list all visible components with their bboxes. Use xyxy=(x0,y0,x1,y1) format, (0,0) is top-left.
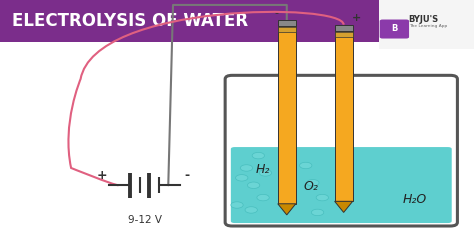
Text: 9-12 V: 9-12 V xyxy=(128,215,162,225)
FancyBboxPatch shape xyxy=(0,0,379,42)
Circle shape xyxy=(311,209,324,216)
Circle shape xyxy=(236,175,248,181)
FancyBboxPatch shape xyxy=(380,20,409,39)
Text: ELECTROLYSIS OF WATER: ELECTROLYSIS OF WATER xyxy=(12,12,248,30)
Text: H₂O: H₂O xyxy=(402,193,427,206)
Bar xyxy=(278,27,296,32)
Text: +: + xyxy=(97,168,107,182)
Polygon shape xyxy=(278,204,296,215)
Circle shape xyxy=(257,194,269,201)
Text: The Learning App: The Learning App xyxy=(409,24,447,28)
Text: O₂: O₂ xyxy=(303,180,318,193)
Circle shape xyxy=(300,162,312,169)
Circle shape xyxy=(240,165,253,171)
Text: BYJU'S: BYJU'S xyxy=(409,15,439,24)
Text: -: - xyxy=(274,9,278,19)
Circle shape xyxy=(316,194,328,201)
Bar xyxy=(278,25,296,204)
Polygon shape xyxy=(335,201,353,212)
Circle shape xyxy=(252,152,264,159)
Circle shape xyxy=(245,207,257,213)
FancyBboxPatch shape xyxy=(231,147,452,223)
Circle shape xyxy=(307,180,319,186)
FancyBboxPatch shape xyxy=(379,0,474,49)
Circle shape xyxy=(247,182,260,188)
Bar xyxy=(335,32,353,37)
Text: H₂: H₂ xyxy=(256,163,270,176)
Circle shape xyxy=(259,170,272,176)
Bar xyxy=(278,20,296,26)
Circle shape xyxy=(231,202,243,208)
Text: +: + xyxy=(352,14,362,23)
Bar xyxy=(335,25,353,31)
Text: B: B xyxy=(391,24,398,33)
Bar xyxy=(335,30,353,201)
Text: -: - xyxy=(185,168,190,182)
